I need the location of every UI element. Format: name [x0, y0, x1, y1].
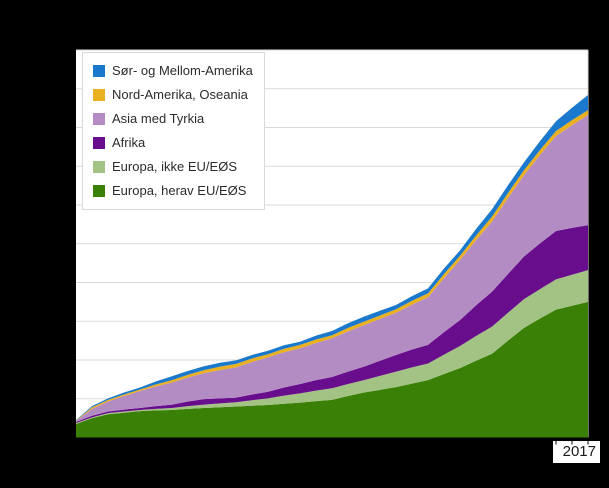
legend-item-asia_med_tyrkia: Asia med Tyrkia: [93, 107, 253, 131]
legend-item-label: Europa, ikke EU/EØS: [112, 159, 237, 174]
area-series-asia-med-tyrkia: [76, 115, 588, 422]
legend-item-label: Afrika: [112, 135, 146, 150]
legend-item-label: Sør- og Mellom-Amerika: [112, 63, 253, 78]
legend-item-europa_ikke_eu_eos: Europa, ikke EU/EØS: [93, 155, 253, 179]
area-series-afrika: [76, 225, 588, 424]
legend-item-afrika: Afrika: [93, 131, 253, 155]
legend-item-sor_og_mellom_amerika: Sør- og Mellom-Amerika: [93, 59, 253, 83]
legend-swatch-icon: [93, 137, 105, 149]
legend-item-nord_amerika_oseania: Nord-Amerika, Oseania: [93, 83, 253, 107]
area-series-europa-herav-eu-eøs: [76, 301, 588, 438]
x-axis-last-tick-label: 2017: [562, 443, 596, 460]
legend-swatch-icon: [93, 113, 105, 125]
legend-swatch-icon: [93, 65, 105, 77]
x-axis-label-box: [553, 441, 600, 463]
area-series-europa-ikke-eu-eøs: [76, 270, 588, 424]
legend-item-label: Asia med Tyrkia: [112, 111, 205, 126]
legend-item-europa_herav_eu_eos: Europa, herav EU/EØS: [93, 179, 253, 203]
legend-item-label: Nord-Amerika, Oseania: [112, 87, 248, 102]
legend-swatch-icon: [93, 89, 105, 101]
legend-swatch-icon: [93, 185, 105, 197]
legend-item-label: Europa, herav EU/EØS: [112, 183, 247, 198]
legend: Sør- og Mellom-Amerika Nord-Amerika, Osea…: [82, 52, 265, 210]
legend-swatch-icon: [93, 161, 105, 173]
